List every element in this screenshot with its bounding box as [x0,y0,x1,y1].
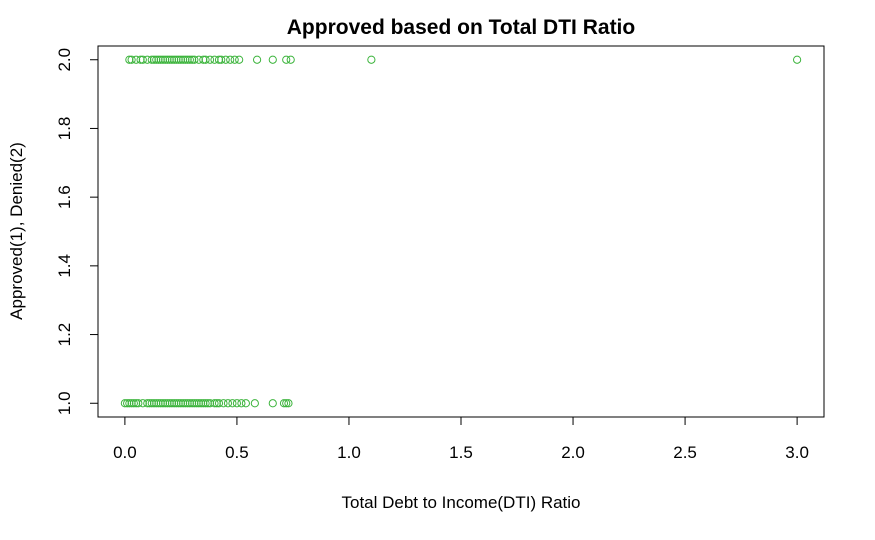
data-point [205,55,215,64]
data-point [221,55,230,64]
plot-frame [97,45,825,418]
y-tick-label: 1.4 [55,254,74,278]
x-tick-label: 2.0 [561,443,585,462]
data-point [228,399,237,408]
data-point [282,399,291,408]
x-tick-label: 0.0 [113,443,137,462]
data-point [226,55,235,64]
data-point [219,399,228,408]
data-point [210,399,219,408]
x-tick-label: 0.5 [225,443,249,462]
y-tick-label: 2.0 [55,48,74,72]
x-axis: 0.0 0.5 1.0 1.5 2.0 2.5 3.0 [113,417,809,462]
x-axis-label: Total Debt to Income(DTI) Ratio [341,493,580,512]
data-point [235,55,244,64]
data-point [134,399,143,408]
y-tick-label: 1.6 [55,185,74,209]
data-point [230,55,239,64]
data-point [185,55,194,64]
data-point [279,399,289,408]
data-point [367,55,376,64]
data-point [214,399,224,408]
data-point [268,399,277,408]
data-point [286,55,295,64]
x-tick-label: 3.0 [785,443,809,462]
x-tick-label: 1.5 [449,443,473,462]
x-tick-label: 1.0 [337,443,361,462]
y-tick-label: 1.2 [55,323,74,347]
y-axis: 1.0 1.2 1.4 1.6 1.8 2.0 [55,48,98,415]
data-point [223,399,233,408]
data-point [250,399,259,408]
data-point [201,399,210,408]
data-point [129,399,138,408]
data-point [232,399,242,408]
data-points [120,55,802,408]
data-point [252,55,262,64]
y-tick-label: 1.0 [55,391,74,415]
y-axis-label: Approved(1), Denied(2) [7,142,26,320]
data-point [793,55,802,64]
data-point [284,399,293,408]
data-point [217,55,226,64]
data-point [138,55,147,64]
data-point [237,399,246,408]
y-tick-label: 1.8 [55,117,74,141]
data-point [241,399,250,408]
data-point [282,55,291,64]
chart-title: Approved based on Total DTI Ratio [287,16,635,39]
data-point [268,55,277,64]
data-point [127,55,136,64]
x-tick-label: 2.5 [673,443,697,462]
data-point [190,55,199,64]
data-point [201,55,210,64]
